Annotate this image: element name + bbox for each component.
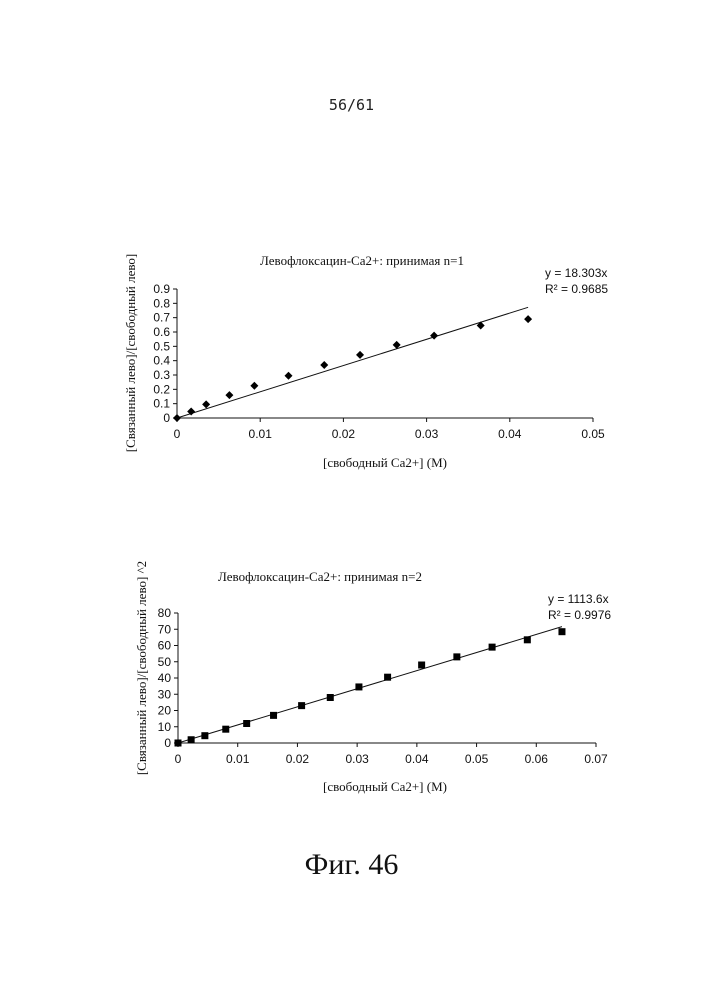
trendline-equation: y = 1113.6x bbox=[548, 592, 609, 606]
trendline bbox=[177, 626, 563, 744]
x-tick-label: 0.02 bbox=[332, 427, 356, 441]
data-point bbox=[270, 711, 278, 719]
y-tick-label: 0.7 bbox=[153, 311, 170, 325]
y-tick-label: 80 bbox=[158, 606, 172, 620]
chart-title: Левофлоксацин-Ca2+: принимая n=2 bbox=[218, 569, 422, 584]
data-point bbox=[225, 391, 234, 400]
x-tick-label: 0 bbox=[175, 752, 182, 766]
x-axis-label: [свободный Ca2+] (M) bbox=[323, 779, 447, 794]
y-tick-label: 0.2 bbox=[153, 382, 170, 396]
data-point bbox=[173, 414, 181, 422]
data-point bbox=[453, 653, 461, 661]
y-tick-label: 70 bbox=[158, 622, 172, 636]
figure-caption: Фиг. 46 bbox=[304, 848, 399, 881]
trendline-equation: y = 18.303x bbox=[545, 266, 607, 280]
x-tick-label: 0.05 bbox=[465, 752, 489, 766]
data-point bbox=[174, 739, 182, 747]
data-point bbox=[488, 643, 496, 651]
y-tick-label: 0.9 bbox=[153, 282, 170, 296]
page-number: 56/61 bbox=[328, 96, 375, 114]
data-point bbox=[356, 350, 365, 359]
y-axis-label: [Связанный лево]/[свободный лево] ^2 bbox=[134, 561, 149, 775]
data-point bbox=[201, 732, 209, 740]
data-point bbox=[392, 340, 401, 349]
data-point bbox=[243, 720, 251, 727]
y-tick-label: 0.5 bbox=[153, 339, 170, 353]
x-tick-label: 0 bbox=[174, 427, 181, 441]
y-tick-label: 10 bbox=[158, 720, 172, 734]
data-point bbox=[384, 673, 392, 681]
data-point bbox=[418, 661, 426, 669]
x-tick-label: 0.05 bbox=[581, 427, 605, 441]
y-tick-label: 0 bbox=[164, 736, 171, 750]
y-tick-label: 30 bbox=[158, 687, 172, 701]
y-tick-label: 0.1 bbox=[153, 397, 170, 411]
y-tick-label: 0.6 bbox=[153, 325, 170, 339]
x-tick-label: 0.04 bbox=[405, 752, 429, 766]
y-tick-label: 60 bbox=[158, 639, 172, 653]
x-tick-label: 0.06 bbox=[525, 752, 549, 766]
y-tick-label: 0.8 bbox=[153, 296, 170, 310]
y-tick-label: 40 bbox=[158, 671, 172, 685]
chart-n2: Левофлоксацин-Ca2+: принимая n=2 0 10 20 30 4… bbox=[134, 561, 611, 794]
data-point bbox=[298, 702, 306, 710]
chart-title: Левофлоксацин-Ca2+: принимая n=1 bbox=[260, 253, 464, 268]
data-point bbox=[476, 321, 485, 330]
data-point bbox=[326, 694, 334, 701]
x-tick-label: 0.01 bbox=[226, 752, 250, 766]
data-point bbox=[524, 315, 533, 324]
data-point bbox=[202, 400, 211, 409]
data-point bbox=[250, 381, 259, 390]
x-tick-label: 0.02 bbox=[286, 752, 310, 766]
x-tick-label: 0.04 bbox=[498, 427, 522, 441]
data-point bbox=[558, 628, 566, 636]
r-squared-label: R² = 0.9685 bbox=[545, 282, 608, 296]
data-point bbox=[523, 636, 531, 644]
chart-n1: Левофлоксацин-Ca2+: принимая n=100.10.20… bbox=[123, 253, 608, 470]
y-axis-label: [Связанный лево]/[свободный лево] bbox=[123, 254, 138, 453]
y-tick-label: 50 bbox=[158, 655, 172, 669]
x-tick-label: 0.03 bbox=[345, 752, 369, 766]
x-tick-label: 0.03 bbox=[415, 427, 439, 441]
y-tick-label: 0.3 bbox=[153, 368, 170, 382]
x-tick-label: 0.01 bbox=[249, 427, 273, 441]
data-point bbox=[284, 371, 293, 380]
y-tick-label: 0 bbox=[163, 411, 170, 425]
y-tick-label: 0.4 bbox=[153, 354, 170, 368]
data-point bbox=[187, 407, 196, 416]
trendline bbox=[176, 306, 529, 419]
data-point bbox=[320, 360, 329, 369]
data-point bbox=[222, 725, 230, 733]
x-axis-label: [свободный Ca2+] (M) bbox=[323, 455, 447, 470]
data-point bbox=[430, 331, 439, 340]
data-point bbox=[355, 683, 363, 691]
x-tick-label: 0.07 bbox=[584, 752, 608, 766]
r-squared-label: R² = 0.9976 bbox=[548, 608, 611, 622]
data-point bbox=[187, 736, 195, 744]
y-tick-label: 20 bbox=[158, 704, 172, 718]
